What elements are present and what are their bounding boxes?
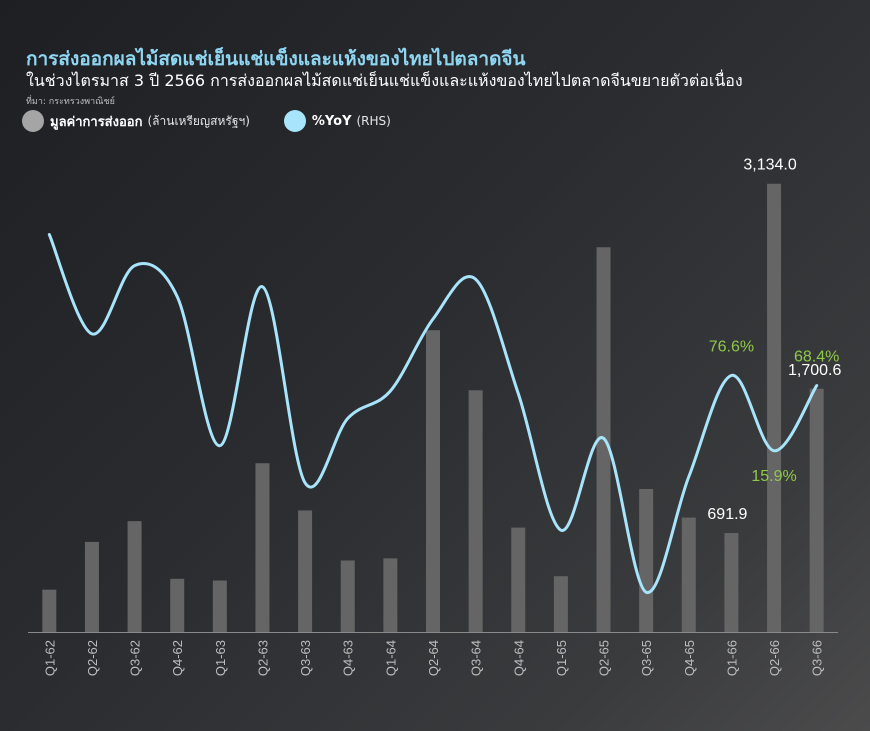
x-tick-label: Q3-66	[810, 640, 825, 676]
x-tick-label: Q4-63	[341, 640, 356, 676]
bar-Q4-63	[340, 560, 355, 632]
x-tick-label: Q2-64	[426, 640, 441, 676]
bar-Q4-62	[170, 578, 185, 632]
legend: มูลค่าการส่งออก (ล้านเหรียญสหรัฐฯ) %YoY …	[22, 109, 425, 133]
legend-item-yoy: %YoY (RHS)	[283, 110, 391, 132]
bar-Q3-63	[298, 510, 313, 632]
bar-value-label: 3,134.0	[743, 157, 796, 174]
legend-unit-export-value: (ล้านเหรียญสหรัฐฯ)	[147, 113, 250, 128]
bar-Q2-63	[255, 463, 270, 632]
x-tick-label: Q2-65	[597, 640, 612, 676]
bar-Q1-66	[724, 533, 739, 632]
legend-label-export-value: มูลค่าการส่งออก	[50, 114, 143, 130]
legend-item-export-value: มูลค่าการส่งออก (ล้านเหรียญสหรัฐฯ)	[22, 110, 250, 132]
x-tick-label: Q1-66	[724, 640, 739, 676]
bar-Q3-64	[468, 390, 483, 632]
legend-swatch-bar	[22, 110, 44, 132]
bar-Q2-62	[84, 541, 99, 632]
x-tick-label: Q2-62	[85, 640, 100, 676]
bar-Q3-62	[127, 521, 142, 632]
bar-Q2-66	[767, 183, 782, 632]
legend-swatch-line	[283, 110, 306, 132]
legend-unit-yoy: (RHS)	[356, 114, 391, 128]
x-tick-label: Q3-63	[298, 640, 313, 676]
x-tick-label: Q1-65	[554, 640, 569, 676]
yoy-value-label: 76.6%	[709, 338, 754, 355]
bar-value-label: 691.9	[707, 506, 747, 523]
bar-Q1-62	[42, 589, 57, 632]
x-tick-label: Q3-62	[128, 640, 143, 676]
x-tick-label: Q2-66	[767, 640, 782, 676]
bar-Q1-65	[553, 576, 568, 632]
bar-Q3-65	[639, 488, 654, 632]
x-tick-label: Q4-62	[170, 640, 185, 676]
bar-Q2-64	[426, 330, 440, 632]
bar-Q1-63	[212, 580, 227, 632]
legend-label-yoy: %YoY	[311, 113, 352, 129]
bar-Q3-66	[809, 388, 824, 632]
bar-value-label: 1,700.6	[788, 362, 841, 379]
x-tick-label: Q3-65	[639, 640, 654, 676]
x-tick-label: Q3-64	[469, 640, 484, 676]
chart-subtitle: ในช่วงไตรมาส 3 ปี 2566 การส่งออกผลไม้สดแ…	[26, 71, 743, 90]
bar-Q1-64	[383, 558, 398, 632]
x-tick-label: Q1-64	[383, 640, 398, 676]
x-tick-label: Q2-63	[255, 640, 270, 676]
bar-Q4-65	[681, 517, 696, 632]
x-tick-label: Q4-64	[511, 640, 526, 676]
bar-Q4-64	[511, 527, 526, 632]
yoy-series-line	[47, 233, 819, 594]
source-note: ที่มา: กระทรวงพาณิชย์	[26, 97, 115, 107]
chart-title: การส่งออกผลไม้สดแช่เย็นแช่แข็งและแห้งของ…	[26, 48, 526, 70]
x-tick-label: Q1-62	[42, 640, 57, 676]
x-tick-label: Q1-63	[213, 640, 228, 676]
yoy-value-label: 68.4%	[794, 349, 839, 366]
x-tick-label: Q4-65	[682, 640, 697, 676]
yoy-value-label: 15.9%	[751, 468, 796, 485]
